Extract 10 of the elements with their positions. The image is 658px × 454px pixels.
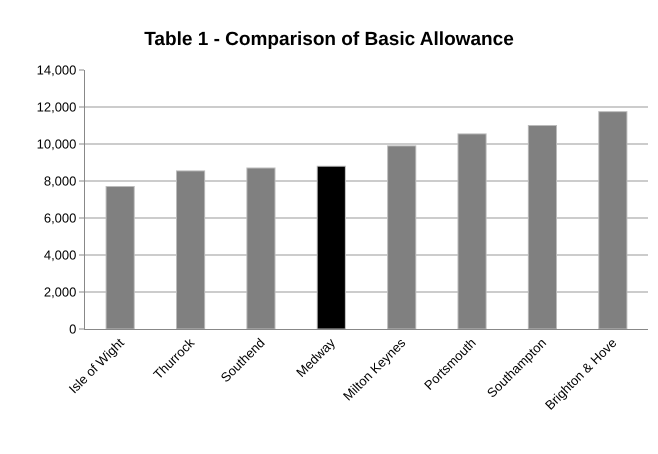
y-tick-label: 12,000 [36, 100, 76, 115]
y-tick-label: 0 [69, 322, 76, 337]
y-tick-label: 14,000 [36, 62, 76, 78]
y-tick-label: 4,000 [44, 248, 76, 263]
y-tick-label: 2,000 [44, 284, 76, 300]
bar [316, 166, 346, 329]
y-tick-label: 6,000 [44, 210, 76, 226]
y-tick-label: 10,000 [36, 136, 76, 152]
y-tick-label: 8,000 [44, 174, 76, 189]
chart-title: Table 1 - Comparison of Basic Allowance [144, 29, 514, 50]
